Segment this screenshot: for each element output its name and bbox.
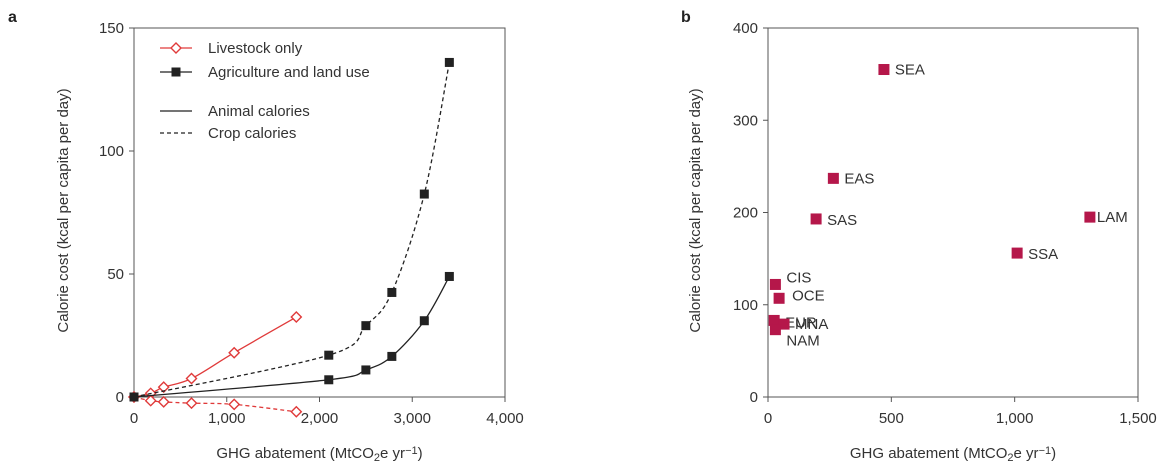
legend: Livestock only Agriculture and land use An…: [160, 40, 370, 142]
legend-label: Livestock only: [208, 40, 303, 57]
x-tick-label: 1,000: [208, 410, 246, 427]
scatter-point: [769, 324, 781, 336]
x-tick-label: 4,000: [486, 410, 524, 427]
data-point: [129, 392, 139, 402]
data-point: [228, 398, 241, 411]
data-point: [419, 316, 429, 326]
point-label: CIS: [786, 269, 811, 286]
panel-b-frame: [767, 27, 1139, 398]
data-point: [419, 189, 429, 199]
panel-a: a 0 1,000 2,000 3,000 4,000 0 50 100 150 GHG abate…: [8, 9, 524, 464]
data-point: [157, 381, 170, 394]
x-axis-label-part: −1: [405, 445, 418, 457]
y-tick-label: 300: [733, 112, 758, 129]
x-axis-label-part: ): [1051, 445, 1056, 462]
panel-b-letter: b: [681, 9, 691, 26]
data-point: [290, 405, 303, 418]
x-axis-label: GHG abatement (MtCO2e yr−1): [850, 445, 1056, 465]
y-axis-label: Calorie cost (kcal per capita per day): [55, 88, 72, 332]
x-tick-label: 500: [879, 410, 904, 427]
y-tick-label: 200: [733, 205, 758, 222]
scatter-point: [1011, 247, 1023, 259]
data-point: [324, 350, 334, 360]
legend-marker: [171, 67, 181, 77]
x-axis-label-part: 2: [1007, 452, 1013, 464]
legend-label: Animal calories: [208, 103, 310, 120]
data-point: [444, 57, 454, 67]
y-tick-label: 50: [107, 266, 124, 283]
x-axis-label-part: 2: [374, 452, 380, 464]
x-axis-label-part: ): [418, 445, 423, 462]
data-point: [290, 311, 303, 324]
point-label: OCE: [792, 287, 825, 304]
scatter-point: [1084, 211, 1096, 223]
x-tick-label: 2,000: [301, 410, 339, 427]
point-label: MNA: [795, 316, 828, 333]
data-point: [361, 321, 371, 331]
data-point: [387, 287, 397, 297]
data-point: [324, 375, 334, 385]
data-point: [444, 271, 454, 281]
x-tick-label: 0: [764, 410, 772, 427]
x-axis-label-part: GHG abatement (MtCO: [216, 445, 374, 462]
data-point: [144, 394, 157, 407]
point-label: SSA: [1028, 246, 1058, 263]
scatter-point: [773, 292, 785, 304]
y-tick-label: 100: [99, 143, 124, 160]
data-point: [361, 365, 371, 375]
data-point: [387, 351, 397, 361]
data-point: [185, 372, 198, 385]
x-tick-label: 1,500: [1119, 410, 1157, 427]
series-line: [133, 62, 450, 398]
data-point: [228, 346, 241, 359]
legend-label: Crop calories: [208, 125, 296, 142]
x-tick-label: 0: [130, 410, 138, 427]
x-axis-label-part: e yr: [1014, 445, 1039, 462]
scatter-point: [769, 278, 781, 290]
point-label: SAS: [827, 212, 857, 229]
x-axis-label-part: e yr: [380, 445, 405, 462]
point-label: NAM: [786, 333, 819, 350]
scatter-point: [810, 213, 822, 225]
scatter-point: [878, 64, 890, 76]
scatter-point: [768, 314, 780, 326]
y-tick-label: 0: [116, 389, 124, 406]
x-axis-label: GHG abatement (MtCO2e yr−1): [216, 445, 422, 465]
point-label: LAM: [1097, 209, 1128, 226]
y-tick-label: 400: [733, 20, 758, 37]
x-axis-label-part: GHG abatement (MtCO: [850, 445, 1008, 462]
legend-marker: [170, 42, 182, 54]
panel-b: b 0 500 1,000 1,500 0 100 200 300 400 GHG abatemen…: [681, 9, 1157, 464]
panel-a-letter: a: [8, 9, 17, 26]
data-point: [185, 397, 198, 410]
y-tick-label: 100: [733, 297, 758, 314]
x-tick-label: 3,000: [393, 410, 431, 427]
legend-label: Agriculture and land use: [208, 64, 370, 81]
data-point: [157, 395, 170, 408]
y-tick-label: 150: [99, 20, 124, 37]
y-tick-label: 0: [750, 389, 758, 406]
scatter-point: [827, 172, 839, 184]
scatter-point: [778, 318, 790, 330]
point-label: EUR: [785, 314, 817, 331]
panel-a-frame: [133, 27, 506, 398]
x-axis-label-part: −1: [1039, 445, 1052, 457]
x-tick-label: 1,000: [996, 410, 1034, 427]
point-label: EAS: [844, 170, 874, 187]
series-line: [133, 276, 450, 398]
point-label: SEA: [895, 62, 925, 79]
y-axis-label: Calorie cost (kcal per capita per day): [687, 88, 704, 332]
